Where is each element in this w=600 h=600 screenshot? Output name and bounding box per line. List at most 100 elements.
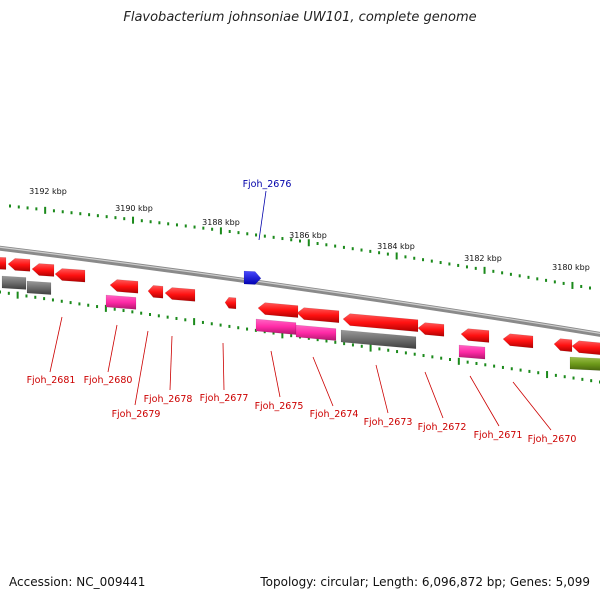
scale-tick <box>545 278 548 282</box>
lower-tick <box>157 314 160 318</box>
scale-tick <box>237 231 240 235</box>
lower-tick <box>201 320 204 324</box>
genome-summary: Topology: circular; Length: 6,096,872 bp… <box>260 575 590 589</box>
gene-label: Fjoh_2673 <box>364 417 413 428</box>
scale-tick <box>281 237 284 241</box>
leader-line <box>312 356 334 407</box>
scale-tick <box>413 256 416 260</box>
lower-tick <box>422 354 425 358</box>
lower-tick <box>440 356 443 360</box>
scale-tick <box>158 221 161 225</box>
gene-label: Fjoh_2672 <box>418 422 467 433</box>
gene-label: Fjoh_2671 <box>474 430 523 441</box>
lower-tick <box>378 347 381 351</box>
scale-tick <box>580 284 583 288</box>
scale-tick <box>211 227 214 231</box>
lower-tick <box>519 368 522 372</box>
scale-tick <box>79 212 82 216</box>
lower-tick <box>87 303 90 307</box>
gene-arrow <box>255 318 297 335</box>
lower-tick <box>466 360 469 364</box>
scale-label: 3184 kbp <box>377 242 415 251</box>
scale-tick <box>35 207 38 211</box>
scale-tick <box>184 224 187 228</box>
gene-arrow <box>257 302 299 318</box>
lower-tick <box>369 344 372 352</box>
scale-tick <box>9 204 11 208</box>
lower-tick <box>307 336 310 340</box>
gene-arrow <box>109 279 139 294</box>
scale-tick <box>299 239 301 243</box>
gene-arrow <box>553 338 573 353</box>
scale-tick <box>439 261 442 265</box>
scale-tick <box>255 233 258 237</box>
lower-tick <box>537 371 540 375</box>
lower-tick <box>25 294 28 298</box>
lower-tick <box>590 379 593 383</box>
gene-arrow <box>296 307 340 324</box>
gene-arrow <box>458 344 486 360</box>
gene-arrow <box>502 333 534 349</box>
lower-tick <box>528 369 531 373</box>
scale-tick <box>149 220 152 224</box>
gene-arrow <box>1 275 27 290</box>
leader-line <box>107 324 118 373</box>
scale-tick <box>571 281 574 289</box>
lower-tick <box>343 342 346 346</box>
lower-tick <box>131 310 134 314</box>
scale-tick <box>272 235 275 239</box>
lower-tick <box>475 361 478 365</box>
scale-label: 3182 kbp <box>464 254 502 263</box>
lower-tick <box>281 331 284 339</box>
lower-tick <box>43 297 46 301</box>
scale-tick <box>509 272 512 276</box>
lower-tick <box>166 315 169 319</box>
lower-tick <box>246 327 249 331</box>
gene-arrow <box>147 285 164 299</box>
scale-tick <box>290 238 293 242</box>
scale-tick <box>316 242 319 246</box>
scale-tick <box>342 245 345 249</box>
lower-tick <box>290 334 293 338</box>
scale-tick <box>263 234 266 238</box>
scale-tick <box>395 252 398 260</box>
scale-tick <box>307 239 310 247</box>
gene-label: Fjoh_2675 <box>255 401 304 412</box>
scale-tick <box>228 229 231 233</box>
lower-tick <box>572 376 575 380</box>
leader-line <box>375 364 389 414</box>
gene-arrow <box>26 280 52 295</box>
gene-arrow <box>417 322 445 337</box>
scale-label: 3180 kbp <box>552 263 590 272</box>
lower-tick <box>396 350 399 354</box>
gene-arrow <box>243 270 262 285</box>
leader-line <box>222 342 225 391</box>
gene-label-highlight: Fjoh_2676 <box>243 179 292 190</box>
scale-tick <box>132 216 135 224</box>
scale-tick <box>501 271 504 275</box>
lower-tick <box>404 351 407 355</box>
scale-tick <box>325 243 328 247</box>
lower-tick <box>0 290 1 294</box>
scale-label: 3192 kbp <box>29 187 67 196</box>
lower-tick <box>16 291 19 299</box>
lower-tick <box>149 313 151 316</box>
scale-tick <box>422 258 425 262</box>
scale-tick <box>17 205 20 209</box>
lower-tick <box>104 304 107 312</box>
gene-arrow <box>460 328 490 343</box>
gene-arrow <box>54 268 86 283</box>
lower-tick <box>581 377 584 381</box>
lower-tick <box>78 302 81 306</box>
scale-tick <box>140 219 143 223</box>
scale-tick <box>96 214 99 218</box>
leader-line <box>169 335 173 391</box>
gene-label: Fjoh_2679 <box>112 409 161 420</box>
gene-label: Fjoh_2677 <box>200 393 249 404</box>
gene-arrow <box>0 256 7 270</box>
scale-tick <box>483 266 486 274</box>
scale-tick <box>589 286 591 290</box>
lower-tick <box>431 355 434 359</box>
scale-tick <box>430 259 433 263</box>
leader-line <box>134 330 149 406</box>
